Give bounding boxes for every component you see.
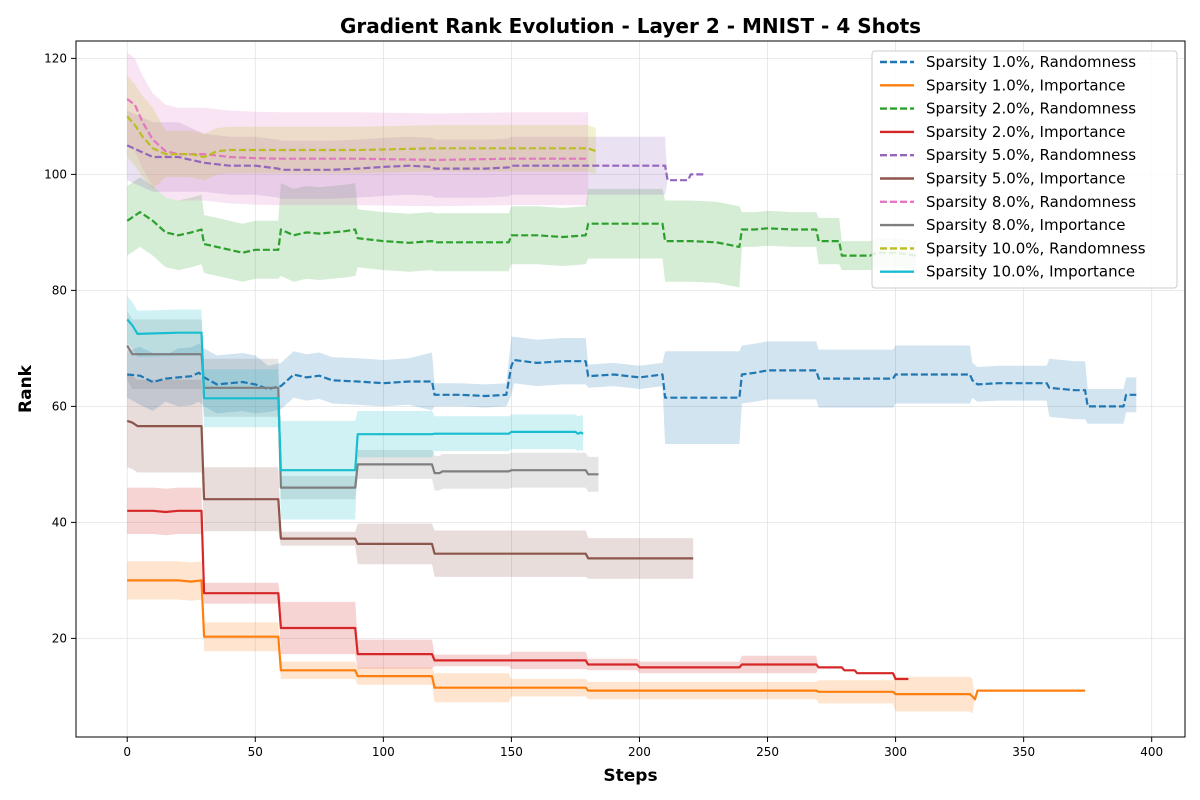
legend-label-1: Sparsity 1.0%, Randomness bbox=[926, 53, 1136, 71]
line-series-1 bbox=[127, 358, 1137, 408]
legend: Sparsity 1.0%, Randomness Sparsity 1.0%, … bbox=[871, 50, 1178, 289]
x-tick-label: 250 bbox=[756, 745, 779, 759]
line-series-2 bbox=[127, 579, 1086, 701]
legend-label-7: Sparsity 8.0%, Randomness bbox=[926, 193, 1136, 211]
legend-label-4: Sparsity 2.0%, Importance bbox=[926, 123, 1126, 141]
y-tick-label: 60 bbox=[52, 399, 67, 413]
x-tick-label: 150 bbox=[500, 745, 523, 759]
band-series-4 bbox=[127, 487, 909, 679]
line-series-10 bbox=[126, 318, 584, 472]
band-series-10 bbox=[127, 296, 584, 520]
line-series-5 bbox=[126, 144, 704, 182]
band-series-5 bbox=[127, 110, 704, 199]
y-tick-label: 80 bbox=[52, 283, 67, 297]
y-axis-label: Rank bbox=[16, 364, 36, 413]
y-tick-label: 20 bbox=[52, 631, 67, 645]
x-axis-ticks: 0 50 100 150 200 250 300 350 400 bbox=[123, 737, 1163, 759]
x-tick-label: 400 bbox=[1140, 745, 1163, 759]
legend-label-9: Sparsity 10.0%, Randomness bbox=[926, 239, 1146, 257]
series-lines bbox=[126, 98, 1137, 701]
y-tick-label: 100 bbox=[44, 167, 67, 181]
y-tick-label: 120 bbox=[44, 51, 67, 65]
band-series-8 bbox=[127, 310, 599, 500]
x-tick-label: 350 bbox=[1012, 745, 1035, 759]
x-axis-label: Steps bbox=[603, 766, 657, 786]
legend-label-10: Sparsity 10.0%, Importance bbox=[926, 263, 1135, 281]
band-series-3 bbox=[127, 177, 917, 288]
line-series-4 bbox=[127, 509, 909, 681]
x-tick-label: 100 bbox=[372, 745, 395, 759]
chart-title: Gradient Rank Evolution - Layer 2 - MNIS… bbox=[340, 14, 921, 38]
x-tick-label: 200 bbox=[628, 745, 651, 759]
legend-label-3: Sparsity 2.0%, Randomness bbox=[926, 100, 1136, 118]
y-tick-label: 40 bbox=[52, 515, 67, 529]
x-tick-label: 50 bbox=[248, 745, 263, 759]
x-tick-label: 300 bbox=[884, 745, 907, 759]
legend-label-8: Sparsity 8.0%, Importance bbox=[926, 216, 1126, 234]
band-series-6 bbox=[127, 374, 694, 579]
legend-label-6: Sparsity 5.0%, Importance bbox=[926, 170, 1126, 188]
legend-label-2: Sparsity 1.0%, Importance bbox=[926, 76, 1126, 94]
line-series-6 bbox=[126, 419, 694, 560]
x-tick-label: 0 bbox=[123, 745, 131, 759]
line-series-9 bbox=[126, 115, 597, 159]
legend-box bbox=[871, 50, 1178, 289]
y-axis-ticks: 20 40 60 80 100 120 bbox=[44, 51, 76, 645]
plot-frame bbox=[75, 40, 1186, 738]
legend-label-5: Sparsity 5.0%, Randomness bbox=[926, 146, 1136, 164]
band-series-1 bbox=[127, 336, 1137, 445]
band-series-9 bbox=[127, 75, 596, 189]
line-series-3 bbox=[126, 211, 917, 257]
